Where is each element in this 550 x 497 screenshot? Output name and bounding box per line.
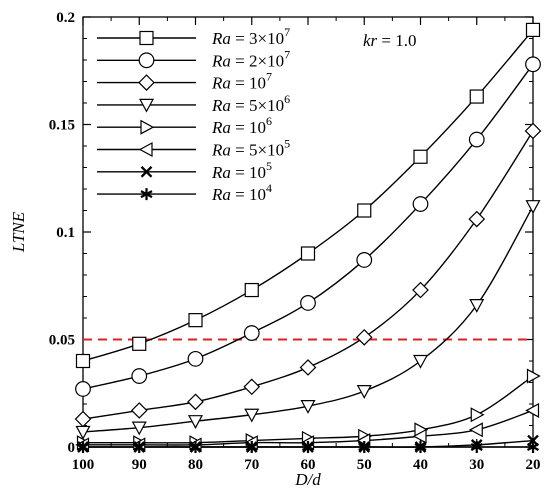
series-8-point (470, 441, 483, 453)
series-4-point (131, 421, 147, 436)
x-tick-label: 40 (413, 457, 428, 473)
series-4-point (75, 425, 91, 440)
series-4-point (469, 299, 485, 313)
x-tick-label: 90 (132, 457, 147, 473)
x-tick-label: 60 (301, 457, 316, 473)
series-5-point (470, 407, 485, 423)
series-7-point (527, 434, 539, 447)
series-markers (74, 22, 542, 453)
y-tick-label: 0.1 (56, 225, 75, 241)
legend-label-5: Ra = 106 (211, 114, 272, 137)
series-1-point (357, 203, 372, 218)
series-1-point (469, 89, 484, 104)
series-6-point (468, 422, 483, 438)
series-8-point (358, 441, 371, 453)
legend-label-4: Ra = 5×106 (211, 92, 290, 115)
legend-marker-6 (138, 141, 153, 158)
series-4-point (244, 408, 260, 423)
series-3-point (355, 329, 373, 346)
series-4-point (187, 415, 204, 429)
series-8-point (301, 441, 315, 453)
series-1-point (132, 336, 147, 351)
series-5-point (526, 368, 541, 384)
series-6-point (412, 428, 427, 444)
y-tick-label: 0.15 (49, 118, 75, 134)
x-tick-label: 20 (526, 457, 541, 473)
series-3-point (412, 281, 429, 299)
series-6-point (525, 402, 540, 418)
y-tick-label: 0.05 (49, 333, 75, 349)
series-1-point (525, 22, 541, 37)
series-1-point (300, 246, 316, 261)
legend-marker-2 (138, 52, 155, 69)
x-tick-label: 50 (357, 457, 372, 473)
series-1-point (188, 313, 203, 328)
series-2-point (300, 295, 316, 311)
series-8-point (414, 441, 427, 453)
series-1-point (244, 282, 259, 298)
legend-marker-5 (140, 119, 155, 135)
legend-label-2: Ra = 2×107 (211, 47, 290, 70)
series-1-point (413, 149, 428, 164)
series-8-point (526, 441, 540, 453)
series-3-point (299, 359, 317, 376)
x-axis-title: D/d (294, 470, 321, 489)
x-tick-label: 30 (469, 457, 484, 473)
series-2-point (525, 56, 541, 73)
legend-marker-4 (138, 98, 155, 113)
series-4-point (412, 354, 429, 369)
series-8-point (245, 441, 258, 453)
series-2-point (356, 252, 373, 268)
series-4-point (525, 200, 541, 214)
series-2-point (468, 131, 485, 148)
series-1-point (75, 353, 91, 369)
series-2-point (75, 381, 91, 397)
legend-label-6: Ra = 5×105 (211, 137, 290, 160)
kr-annotation: kr = 1.0 (363, 31, 417, 50)
y-tick-label: 0 (68, 440, 76, 456)
series-2-point (187, 350, 204, 367)
series-3-point (524, 122, 542, 140)
series-line-2 (82, 63, 534, 390)
series-3-point (187, 393, 204, 411)
series-3-point (74, 410, 92, 428)
legend-label-3: Ra = 107 (211, 70, 272, 93)
legend-label-1: Ra = 3×107 (211, 25, 290, 48)
legend-marker-1 (139, 30, 154, 46)
series-line-1 (82, 29, 534, 362)
series-curves (82, 29, 534, 448)
series-2-point (243, 325, 260, 341)
y-axis-title: LTNE (9, 211, 28, 253)
series-8-point (189, 441, 202, 453)
legend-marker-8 (140, 188, 153, 201)
x-tick-label: 70 (244, 457, 259, 473)
legend-label-8: Ra = 104 (211, 181, 272, 204)
y-tick-label: 0.2 (56, 10, 75, 26)
series-3-point (243, 378, 261, 396)
series-line-4 (82, 205, 534, 433)
plot-area: 0 0.05 0.1 0.15 0.2 100 90 80 70 60 50 40 30 20 (49, 10, 541, 473)
series-8-point (76, 441, 90, 453)
x-tick-label: 80 (188, 457, 203, 473)
series-4-point (356, 385, 372, 399)
series-8-point (133, 441, 146, 453)
legend-marker-3 (138, 74, 155, 91)
series-4-point (300, 400, 316, 414)
series-3-point (130, 402, 148, 419)
series-2-point (412, 196, 429, 212)
legend-label-7: Ra = 105 (211, 159, 272, 182)
x-tick-label: 100 (72, 457, 95, 473)
legend-marker-7 (140, 165, 153, 178)
series-2-point (131, 368, 148, 384)
series-3-point (468, 210, 486, 228)
